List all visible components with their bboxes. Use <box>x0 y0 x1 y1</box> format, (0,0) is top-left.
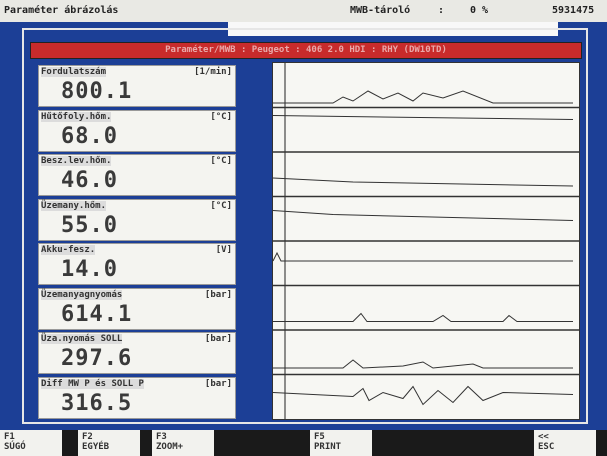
trace <box>273 90 573 104</box>
graph-area <box>272 62 580 420</box>
parameter-value: 614.1 <box>61 301 133 327</box>
parameter-panel: Diff MW P és SOLL P [bar] 316.5 <box>38 376 236 419</box>
function-key[interactable]: F5 PRINT <box>310 430 372 456</box>
key-label: PRINT <box>314 442 342 452</box>
parameter-unit: [1/min] <box>194 67 232 77</box>
parameter-name: Hűtőfoly.hőm. <box>41 111 112 122</box>
parameter-value: 68.0 <box>61 123 118 149</box>
title-bar: Paraméter ábrázolás MWB-tároló : 0 % 593… <box>0 0 607 22</box>
parameter-unit: [V] <box>215 245 232 255</box>
trace <box>272 115 574 120</box>
key-code: F5 <box>314 432 325 442</box>
key-code: F3 <box>156 432 167 442</box>
trace <box>273 312 573 322</box>
function-key[interactable]: F3 ZOOM+ <box>152 430 214 456</box>
parameter-value: 46.0 <box>61 168 118 193</box>
key-label: ESC <box>538 442 555 452</box>
parameter-name: Diff MW P és SOLL P <box>41 378 144 389</box>
parameter-name: Fordulatszám <box>41 67 107 77</box>
trace <box>272 210 574 221</box>
frame <box>22 28 588 424</box>
storage-label: MWB-tároló <box>350 5 411 16</box>
parameter-unit: [°C] <box>210 111 232 122</box>
key-label: ZOOM+ <box>156 442 184 452</box>
parameter-value: 297.6 <box>61 346 133 371</box>
counter: 5931475 <box>552 5 595 16</box>
parameter-name: Akku-fesz. <box>41 245 96 255</box>
storage-value: 0 % <box>470 5 489 16</box>
traces <box>272 63 579 419</box>
parameter-name: Üza.nyomás SOLL <box>41 334 123 344</box>
parameter-unit: [bar] <box>204 334 232 344</box>
parameter-value: 316.5 <box>61 390 133 416</box>
key-label: SÚGÓ <box>4 442 26 452</box>
function-key[interactable]: F2 EGYÉB <box>78 430 140 456</box>
parameter-unit: [bar] <box>204 378 232 389</box>
trace <box>273 359 573 369</box>
function-bar: F1 SÚGÓ F2 EGYÉB F3 ZOOM+ F5 PRINT << ESC <box>0 430 607 456</box>
parameter-unit: [°C] <box>210 200 232 211</box>
parameter-panel: Akku-fesz. [V] 14.0 <box>38 243 236 285</box>
parameter-panel: Üzemanyagnyomás [bar] 614.1 <box>38 287 236 330</box>
parameter-name: Besz.lev.hőm. <box>41 156 112 166</box>
trace <box>272 385 574 406</box>
parameter-name: Üzemanyagnyomás <box>41 289 123 300</box>
parameter-unit: [bar] <box>204 289 232 300</box>
parameter-panel: Fordulatszám [1/min] 800.1 <box>38 65 236 107</box>
title: Paraméter ábrázolás <box>4 5 119 16</box>
function-key[interactable]: F1 SÚGÓ <box>0 430 62 456</box>
key-code: F2 <box>82 432 93 442</box>
key-code: << <box>538 432 549 442</box>
parameter-panel: Besz.lev.hőm. [°C] 46.0 <box>38 154 236 196</box>
banner: Paraméter/MWB : Peugeot : 406 2.0 HDI : … <box>30 42 582 59</box>
parameter-panel: Hűtőfoly.hőm. [°C] 68.0 <box>38 109 236 152</box>
trace <box>272 251 573 262</box>
separator: : <box>438 5 445 16</box>
key-label: EGYÉB <box>82 442 110 452</box>
parameter-panel: Üzemany.hőm. [°C] 55.0 <box>38 198 236 241</box>
parameter-value: 800.1 <box>61 79 133 104</box>
function-key[interactable]: << ESC <box>534 430 596 456</box>
parameter-panel: Üza.nyomás SOLL [bar] 297.6 <box>38 332 236 374</box>
parameter-value: 55.0 <box>61 212 118 238</box>
parameter-name: Üzemany.hőm. <box>41 200 107 211</box>
parameter-unit: [°C] <box>210 156 232 166</box>
parameter-value: 14.0 <box>61 257 118 282</box>
key-code: F1 <box>4 432 15 442</box>
trace <box>272 177 574 187</box>
